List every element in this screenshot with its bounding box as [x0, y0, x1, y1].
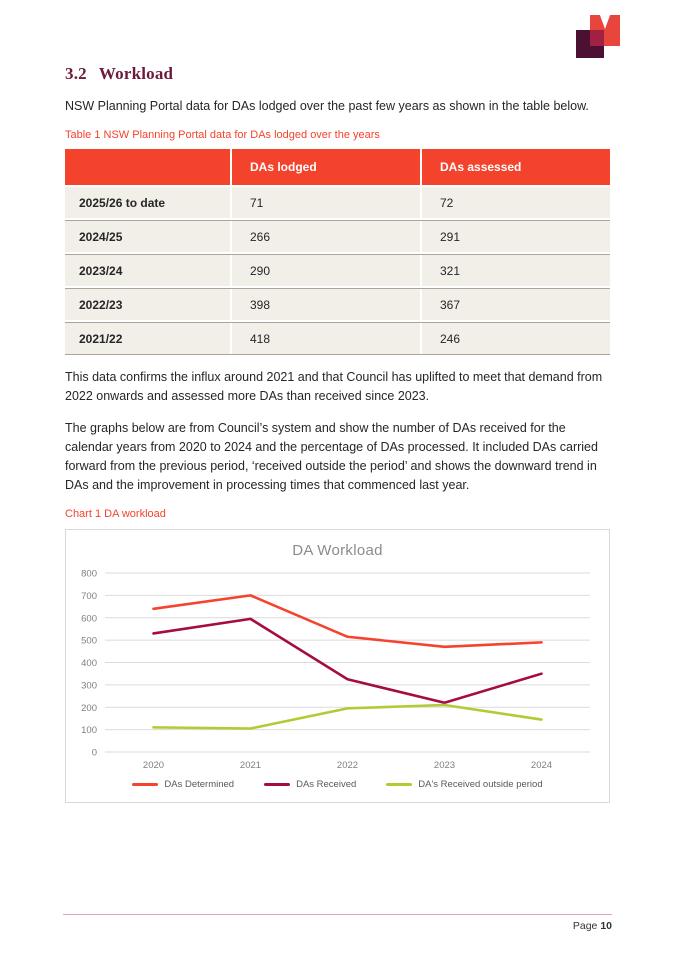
- series-line: [152, 703, 543, 730]
- row-assessed: 321: [420, 255, 610, 286]
- after-table-paragraph: This data confirms the influx around 202…: [65, 370, 603, 403]
- y-axis-tick: 400: [81, 658, 97, 669]
- chart-title: DA Workload: [292, 542, 383, 559]
- y-axis-tick: 100: [81, 725, 97, 736]
- row-lodged: 398: [230, 289, 420, 320]
- footer-rule: [63, 914, 612, 915]
- row-lodged: 266: [230, 221, 420, 252]
- row-assessed: 246: [420, 323, 610, 354]
- brand-logo: [576, 15, 621, 59]
- table-header-assessed: DAs assessed: [420, 149, 610, 185]
- y-axis-tick: 200: [81, 703, 97, 714]
- legend-swatch-icon: [264, 783, 291, 786]
- legend-item: DA's Received outside period: [386, 779, 543, 790]
- row-lodged: 71: [230, 187, 420, 218]
- y-axis-tick: 0: [92, 748, 97, 759]
- row-period: 2023/24: [79, 263, 123, 278]
- series-line: [152, 594, 543, 649]
- das-data-table: DAs lodged DAs assessed 2025/26 to date …: [65, 149, 610, 355]
- x-axis-label: 2024: [531, 760, 552, 771]
- section-number: 3.2: [65, 64, 87, 83]
- table-header-row: DAs lodged DAs assessed: [65, 149, 610, 185]
- series-line: [152, 617, 543, 705]
- table-row: 2023/24 290 321: [65, 254, 610, 286]
- table-row: 2024/25 266 291: [65, 220, 610, 252]
- table-row: 2021/22 418 246: [65, 322, 610, 355]
- legend-item: DAs Received: [264, 779, 356, 790]
- row-lodged: 290: [230, 255, 420, 286]
- page-content: 3.2 Workload NSW Planning Portal data for…: [65, 0, 610, 803]
- row-period: 2025/26 to date: [79, 195, 166, 210]
- x-axis-label: 2020: [143, 760, 164, 771]
- logo-overlap-icon: [590, 30, 604, 46]
- x-axis-label: 2023: [434, 760, 455, 771]
- page-number: Page 10: [573, 920, 612, 932]
- y-axis-tick: 300: [81, 680, 97, 691]
- legend-item: DAs Determined: [132, 779, 234, 790]
- table-row: 2022/23 398 367: [65, 288, 610, 320]
- page-label: Page: [572, 920, 598, 932]
- chart-caption: Chart 1 DA workload: [65, 508, 166, 520]
- y-axis-tick: 800: [81, 569, 97, 580]
- legend-label: DAs Received: [296, 779, 357, 790]
- legend-label: DA's Received outside period: [418, 779, 543, 790]
- da-workload-plot: 0 100 200 300 400 500 600 700 800 2020 2021 2022 202…: [81, 569, 590, 771]
- graphs-intro-paragraph: The graphs below are from Council’s syst…: [65, 421, 598, 492]
- section-title: Workload: [98, 64, 174, 83]
- table-caption: Table 1 NSW Planning Portal data for DAs…: [65, 129, 380, 141]
- row-lodged: 418: [230, 323, 420, 354]
- section-heading: 3.2 Workload: [65, 64, 610, 84]
- row-assessed: 291: [420, 221, 610, 252]
- chart-legend: DAs Determined DAs Received DA's Received …: [66, 779, 609, 790]
- legend-swatch-icon: [132, 783, 159, 786]
- legend-swatch-icon: [386, 783, 413, 786]
- y-axis-tick: 700: [81, 591, 97, 602]
- x-axis-label: 2021: [240, 760, 261, 771]
- y-axis-tick: 600: [81, 613, 97, 624]
- page-value: 10: [600, 920, 612, 932]
- x-axis-label: 2022: [337, 760, 358, 771]
- table-header-lodged: DAs lodged: [230, 149, 420, 185]
- legend-label: DAs Determined: [164, 779, 235, 790]
- row-assessed: 367: [420, 289, 610, 320]
- row-period: 2021/22: [79, 331, 123, 346]
- y-axis-tick: 500: [81, 636, 97, 647]
- row-period: 2022/23: [79, 297, 123, 312]
- da-workload-chart: DA Workload 0 100 200 300 400 500 600 700 800 202…: [65, 529, 610, 803]
- row-period: 2024/25: [79, 229, 123, 244]
- intro-paragraph: NSW Planning Portal data for DAs lodged …: [65, 99, 589, 113]
- table-row: 2025/26 to date 71 72: [65, 187, 610, 218]
- table-header-blank: [65, 149, 230, 185]
- row-assessed: 72: [420, 187, 610, 218]
